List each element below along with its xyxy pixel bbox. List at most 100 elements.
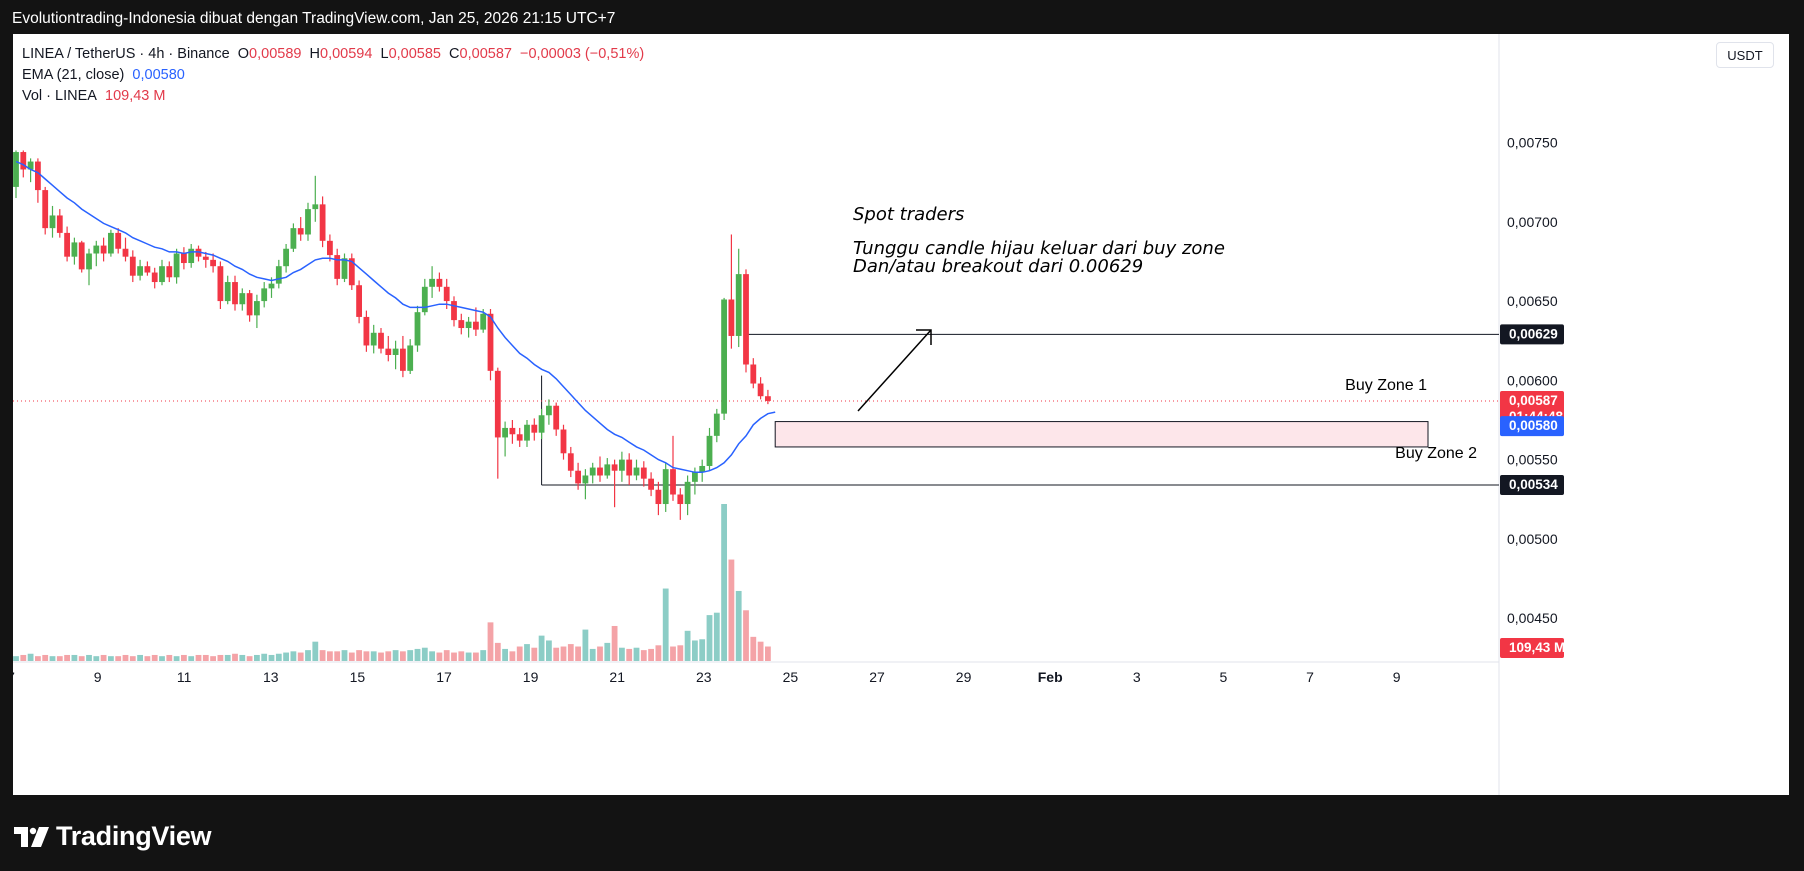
candle-body <box>20 152 27 170</box>
candle-body <box>662 469 669 505</box>
candle-body <box>129 256 136 276</box>
y-tick-label: 0,00600 <box>1507 372 1558 388</box>
candle-body <box>283 248 289 267</box>
chart-panel: 0,00750 0,00700 0,00650 0,00600 0,00550 0,005… <box>13 34 1789 795</box>
volume-bar <box>713 612 720 661</box>
volume-bar <box>589 648 596 661</box>
volume-bar <box>692 640 698 661</box>
volume-bar <box>202 654 209 661</box>
volume-bar <box>78 656 85 661</box>
candle-body <box>765 396 771 401</box>
currency-button[interactable]: USDT <box>1716 42 1774 68</box>
candle-body <box>560 429 567 454</box>
candle-body <box>597 467 603 476</box>
last-price-label: 0,00587 <box>1509 393 1558 408</box>
volume-bar <box>553 647 560 661</box>
volume-bar <box>670 646 676 661</box>
volume-bar <box>392 650 399 661</box>
volume-bar <box>582 629 589 661</box>
legend-volume-row: Vol · LINEA 109,43 M <box>22 86 644 107</box>
buy-zones <box>13 333 1499 486</box>
candle-body <box>71 242 78 257</box>
annotation-line-1: Tunggu candle hijau keluar dari buy zone <box>853 238 1225 259</box>
volume-bar <box>290 651 297 661</box>
candle-body <box>400 348 406 371</box>
volume-bar <box>173 656 180 661</box>
close-value: 0,00587 <box>459 46 512 62</box>
candle-body <box>633 467 640 476</box>
candle-body <box>575 470 581 484</box>
volume-price-label: 109,43 M <box>1509 640 1565 655</box>
volume-bar <box>531 647 538 661</box>
level-629-label-badge <box>1500 324 1564 345</box>
volume-bar <box>42 654 49 661</box>
x-tick-label: 7 <box>1306 669 1314 685</box>
volume-bar <box>93 656 100 661</box>
volume-bar <box>327 651 333 661</box>
volume-bar <box>254 654 260 661</box>
volume-bar <box>363 651 370 661</box>
candle-body <box>232 282 238 305</box>
candle-body <box>348 258 355 286</box>
change-value: −0,00003 (−0,51%) <box>520 46 645 62</box>
volume-bar <box>56 656 63 661</box>
volume-bar <box>151 654 158 661</box>
close-label: C <box>449 46 460 62</box>
chart-canvas[interactable]: 0,00750 0,00700 0,00650 0,00600 0,00550 0,005… <box>13 34 1789 795</box>
breakout-arrow <box>857 329 932 412</box>
y-tick-label: 0,00500 <box>1507 531 1558 547</box>
volume-bar <box>378 652 384 661</box>
candle-body <box>743 274 749 365</box>
tradingview-logo[interactable]: TradingView <box>14 821 212 852</box>
y-tick-label: 0,00650 <box>1507 293 1558 309</box>
x-tick-label: 9 <box>94 669 102 685</box>
candle-body <box>436 278 443 287</box>
candle-body <box>611 464 618 471</box>
buy-zone-2-label: Buy Zone 2 <box>1395 445 1477 462</box>
volume-bar <box>239 654 246 661</box>
candle-body <box>538 415 545 433</box>
x-tick-label: 19 <box>523 669 539 685</box>
candle-body <box>392 348 399 355</box>
low-value: 0,00585 <box>388 46 441 62</box>
candle-body <box>195 248 202 257</box>
candle-body <box>407 345 414 371</box>
volume-bar <box>137 654 143 661</box>
candle-body <box>640 467 647 479</box>
candle-body <box>319 204 326 241</box>
candle-body <box>677 494 684 505</box>
high-value: 0,00594 <box>320 46 373 62</box>
volume-bar <box>224 654 231 661</box>
candle-body <box>443 286 450 302</box>
candle-body <box>648 478 654 490</box>
candle-body <box>553 405 560 430</box>
y-tick-label: 0,00550 <box>1507 452 1558 468</box>
chart-background <box>13 34 1789 795</box>
volume-bar <box>640 650 647 661</box>
volume-bar <box>400 651 406 661</box>
candles <box>13 150 771 520</box>
volume-bar <box>319 650 326 661</box>
ema-value: 0,00580 <box>132 67 185 83</box>
volume-bar <box>246 656 253 661</box>
candle-body <box>275 266 282 284</box>
annotation-line-2: Dan/atau breakout dari 0.00629 <box>853 256 1143 277</box>
volume-bar <box>502 648 508 661</box>
candle-body <box>604 464 611 476</box>
symbol-label[interactable]: LINEA / TetherUS · 4h · Binance <box>22 46 230 62</box>
volume-label[interactable]: Vol · LINEA <box>22 88 97 104</box>
volume-bar <box>268 654 275 661</box>
volume-bar <box>129 656 136 661</box>
volume-bar <box>465 652 472 661</box>
candle-body <box>721 299 727 414</box>
candle-body <box>356 285 362 317</box>
candle-body <box>297 228 304 235</box>
buy-zone-1-box <box>774 421 1429 448</box>
candle-body <box>502 427 508 438</box>
candle-body <box>626 459 633 476</box>
volume-bar <box>334 651 341 661</box>
ema-label[interactable]: EMA (21, close) <box>22 67 125 83</box>
volume-bar <box>619 647 625 661</box>
legend-ohlc-row: LINEA / TetherUS · 4h · Binance O0,00589… <box>22 44 644 65</box>
candle-body <box>363 316 370 346</box>
